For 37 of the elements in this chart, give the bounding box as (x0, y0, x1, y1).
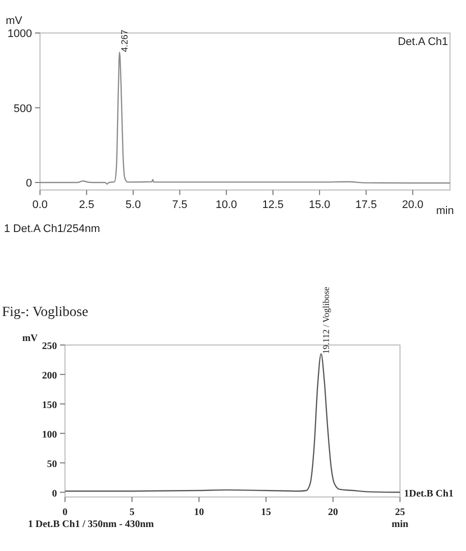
y-tick-label: 50 (47, 458, 57, 470)
x-tick-label: 5 (130, 507, 134, 518)
y-tick-label: 500 (14, 102, 32, 115)
annotation: 19.112 / Voglibose (321, 286, 332, 354)
annotation: Det.A Ch1 (398, 36, 448, 48)
y-axis-title: mV (22, 333, 39, 344)
x-axis-title: min (436, 205, 454, 217)
x-tick-label: 0.0 (32, 199, 48, 211)
x-axis-title: min (392, 519, 409, 530)
y-tick-label: 250 (42, 341, 57, 352)
x-tick-label: 5.0 (126, 199, 141, 211)
y-axis-title: mV (6, 15, 23, 27)
y-tick-label: 100 (42, 429, 57, 440)
x-tick-label: 2.5 (78, 199, 94, 211)
line-series (64, 353, 401, 493)
x-tick-label: 12.5 (262, 199, 284, 211)
y-tick-label: 200 (42, 370, 57, 382)
x-tick-label: 20 (328, 507, 338, 518)
text: 1 Det.B Ch1 / 350nm - 430nm (28, 519, 155, 530)
x-tick-label: 7.5 (172, 199, 188, 211)
x-tick-label: 20.0 (402, 199, 424, 211)
line-series (39, 52, 451, 185)
y-tick-label: 1000 (8, 28, 32, 40)
text: 1Det.B Ch1 (404, 488, 454, 500)
text: 1 Det.A Ch1/254nm (4, 223, 100, 235)
y-tick-label: 0 (26, 178, 32, 190)
y-tick-label: 150 (42, 400, 57, 411)
annotation: 4.267 (120, 30, 130, 52)
x-tick-label: 10.0 (216, 199, 238, 211)
x-tick-label: 17.5 (355, 199, 377, 211)
chart-title: Fig-: Voglibose (2, 305, 88, 320)
x-tick-label: 0 (62, 507, 68, 518)
x-tick-label: 15.0 (308, 199, 330, 211)
x-tick-label: 25 (395, 507, 405, 518)
x-tick-label: 10 (194, 507, 204, 518)
y-tick-label: 0 (52, 488, 57, 500)
x-tick-label: 15 (261, 507, 271, 518)
